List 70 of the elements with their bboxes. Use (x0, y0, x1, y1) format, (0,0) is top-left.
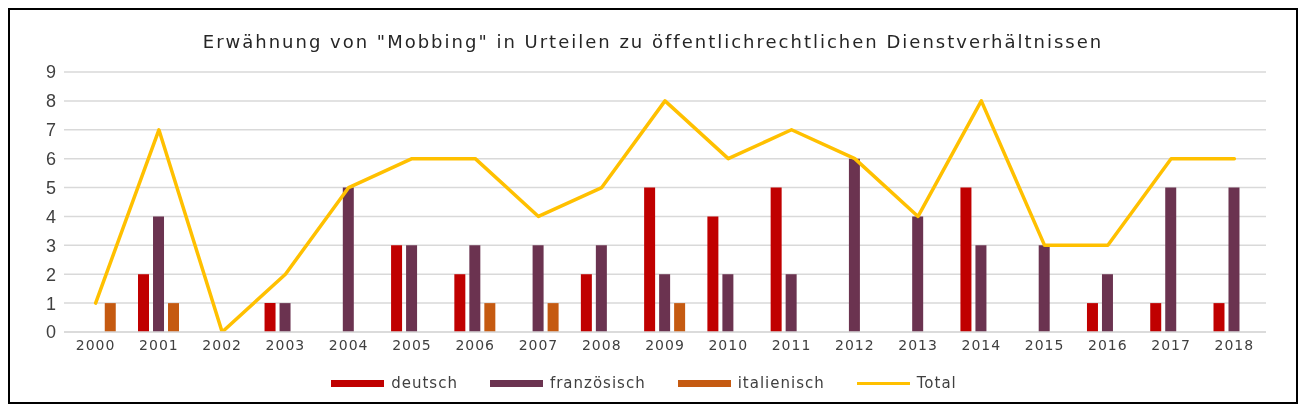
bar (1101, 274, 1113, 332)
x-tick-label: 2003 (265, 336, 306, 353)
line-series (93, 99, 1237, 332)
bar (975, 245, 987, 332)
bar (1228, 187, 1240, 332)
bar (659, 274, 671, 332)
bar (153, 216, 165, 332)
x-tick-label: 2007 (518, 336, 559, 353)
y-tick-label: 8 (45, 91, 56, 112)
x-tick-label: 2010 (708, 336, 749, 353)
bar (912, 216, 924, 332)
bar (1038, 245, 1050, 332)
x-tick-label: 2008 (581, 336, 622, 353)
x-tick-label: 2009 (645, 336, 685, 353)
bar (960, 187, 972, 332)
x-tick-label: 2000 (75, 336, 116, 353)
y-tick-label: 4 (45, 206, 56, 227)
y-tick-label: 6 (45, 149, 56, 170)
bar (279, 303, 291, 332)
bar (168, 303, 180, 332)
x-tick-label: 2013 (898, 336, 938, 353)
bar (391, 245, 403, 332)
bar (532, 245, 544, 332)
x-tick-label: 2017 (1151, 336, 1191, 353)
bar (644, 187, 656, 332)
bar (785, 274, 797, 332)
x-tick-label: 2006 (455, 336, 496, 353)
y-tick-label: 2 (45, 264, 56, 285)
bar (138, 274, 150, 332)
y-tick-label: 1 (45, 293, 56, 314)
y-tick-label: 0 (45, 322, 56, 343)
x-tick-label: 2011 (771, 336, 812, 353)
legend-label: Total (916, 374, 957, 392)
y-tick-label: 5 (45, 177, 56, 198)
bar (1165, 187, 1177, 332)
x-tick-label: 2015 (1024, 336, 1065, 353)
y-tick-label: 3 (45, 235, 56, 256)
x-tick-label: 2018 (1214, 336, 1255, 353)
chart-frame: Erwähnung von "Mobbing" in Urteilen zu öffentlichrechtlichen Dienstverhältnissen deutsch französisch italienisch Total 2000 2001 2002 2003 2004 2005 2006 2007 2008 2009 2010 2011 2012 2013 2014 2015 2016 2017 2018 0 1 2 3 4 5 6 7 8 9 (8, 8, 1298, 404)
x-tick-label: 2016 (1088, 336, 1128, 353)
chart-title: Erwähnung von "Mobbing" in Urteilen zu öffentlichrechtlichen Dienstverhältnissen (201, 30, 1105, 54)
x-tick-label: 2012 (834, 336, 875, 353)
bar (484, 303, 496, 332)
bar (674, 303, 686, 332)
x-tick-label: 2002 (202, 336, 242, 353)
bar (1213, 303, 1225, 332)
bar (1150, 303, 1162, 332)
y-tick-label: 7 (45, 120, 56, 141)
bar (469, 245, 481, 332)
bar (848, 158, 860, 332)
legend-label: deutsch (391, 374, 458, 392)
bar (104, 303, 116, 332)
bar (722, 274, 734, 332)
legend-label: französisch (549, 374, 646, 392)
legend-label: italienisch (737, 374, 825, 392)
x-tick-label: 2005 (392, 336, 432, 353)
bar (1086, 303, 1098, 332)
bar (580, 274, 592, 332)
bar (547, 303, 559, 332)
bar (595, 245, 607, 332)
bar (406, 245, 418, 332)
x-tick-label: 2004 (328, 336, 369, 353)
x-tick-label: 2014 (961, 336, 1002, 353)
bar (454, 274, 466, 332)
bar (707, 216, 719, 332)
bar (342, 187, 354, 332)
bar (770, 187, 782, 332)
bar (264, 303, 276, 332)
x-tick-label: 2001 (139, 336, 179, 353)
y-tick-label: 9 (45, 62, 56, 83)
